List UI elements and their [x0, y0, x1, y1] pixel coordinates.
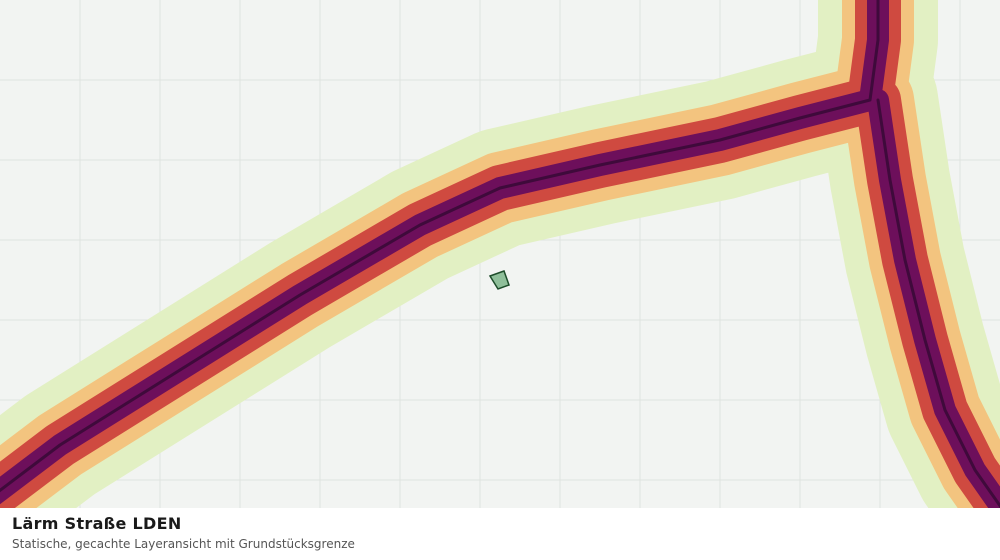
parcel-boundary[interactable] [488, 270, 510, 290]
map-title: Lärm Straße LDEN [12, 514, 182, 533]
map-subtitle: Statische, gecachte Layeransicht mit Gru… [12, 537, 355, 551]
caption: Lärm Straße LDEN Statische, gecachte Lay… [0, 508, 1000, 560]
noise-map [0, 0, 1000, 508]
